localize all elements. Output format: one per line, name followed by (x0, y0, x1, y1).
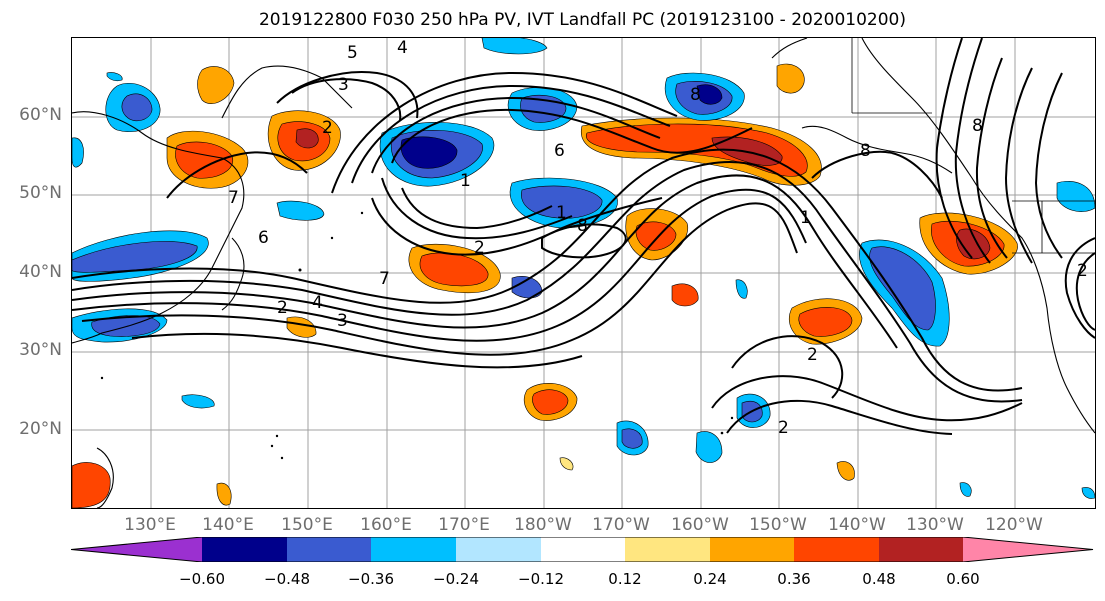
lat-label: 30°N (19, 340, 62, 360)
contour-label: 2 (1077, 261, 1088, 281)
colorbar-outline (71, 537, 1094, 562)
colorbar-tick: 0.24 (693, 570, 727, 588)
contour-label: 2 (778, 418, 789, 438)
map-title: 2019122800 F030 250 hPa PV, IVT Landfall… (258, 10, 906, 30)
contour-label: 7 (228, 188, 239, 208)
contour-label: 8 (860, 141, 871, 161)
colorbar-tick: −0.24 (433, 570, 479, 588)
contour-label: 8 (690, 85, 701, 105)
colorbar-segment (541, 537, 626, 562)
lon-label: 140°W (828, 515, 886, 535)
lon-label: 180°W (514, 515, 572, 535)
coastlines (72, 38, 1095, 508)
contour-label: 4 (312, 293, 323, 313)
contour-label: 1 (556, 203, 567, 223)
contour-label: 2 (277, 298, 288, 318)
lon-label: 140°E (202, 515, 254, 535)
colorbar-segment (287, 537, 372, 562)
contour-label: 7 (379, 269, 390, 289)
colorbar-tick: 0.60 (946, 570, 980, 588)
colorbar (71, 537, 1094, 562)
ivt-contours (72, 38, 1095, 435)
lat-label: 40°N (19, 262, 62, 282)
colorbar-tick: −0.36 (348, 570, 394, 588)
colorbar-extend-left (71, 537, 202, 562)
colorbar-tick: 0.12 (608, 570, 642, 588)
colorbar-tick: −0.48 (264, 570, 310, 588)
lon-label: 150°E (281, 515, 333, 535)
contour-label: 5 (347, 43, 358, 63)
contour-label: 8 (577, 216, 588, 236)
colorbar-segment (456, 537, 541, 562)
colorbar-segment (710, 537, 795, 562)
lon-label: 130°E (124, 515, 176, 535)
colorbar-tick: 0.48 (862, 570, 896, 588)
lat-label: 60°N (19, 105, 62, 125)
lon-label: 170°E (438, 515, 490, 535)
colorbar-extend-right (963, 537, 1093, 562)
map-plot-area: 5 4 3 2 6 1 8 7 6 2 4 3 2 1 8 7 8 8 2 2 … (71, 37, 1096, 509)
colorbar-tick: −0.60 (179, 570, 225, 588)
colorbar-segment (879, 537, 964, 562)
contour-label: 2 (322, 118, 333, 138)
lon-label: 160°E (360, 515, 412, 535)
contour-label: 2 (474, 238, 485, 258)
contour-label: 8 (972, 116, 983, 136)
contour-label: 2 (807, 345, 818, 365)
contour-label: 1 (460, 171, 471, 191)
lon-label: 120°W (985, 515, 1043, 535)
lon-label: 170°W (592, 515, 650, 535)
colorbar-tick: 0.36 (777, 570, 811, 588)
colorbar-segment (371, 537, 456, 562)
lat-label: 50°N (19, 183, 62, 203)
contour-label: 3 (337, 311, 348, 331)
island-markers (100, 211, 734, 460)
contour-label-group: 5 4 3 2 6 1 8 7 6 2 4 3 2 1 8 7 8 8 2 2 … (228, 38, 1088, 438)
lon-label: 160°W (671, 515, 729, 535)
colorbar-segment (625, 537, 710, 562)
contour-label: 4 (397, 38, 408, 58)
lon-label: 150°W (749, 515, 807, 535)
colorbar-segment (794, 537, 879, 562)
contour-label: 6 (554, 141, 565, 161)
contour-label: 3 (338, 75, 349, 95)
contour-label: 1 (800, 208, 811, 228)
colorbar-tick: −0.12 (518, 570, 564, 588)
contour-label: 6 (258, 228, 269, 248)
lon-label: 130°W (906, 515, 964, 535)
colorbar-segment (202, 537, 287, 562)
map-canvas: 5 4 3 2 6 1 8 7 6 2 4 3 2 1 8 7 8 8 2 2 … (72, 38, 1095, 508)
lat-label: 20°N (19, 419, 62, 439)
